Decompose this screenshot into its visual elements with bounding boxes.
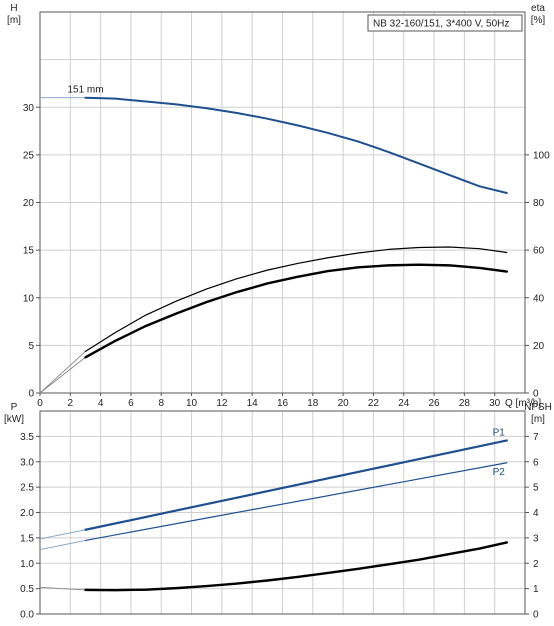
right-axis: 0 20 40 60 80 100 eta[%] [525,3,550,400]
left-axis: 0 5 10 15 20 25 30 H[m] [7,3,40,400]
series-line [84,541,509,592]
right-axis-tick-label: 3 [533,533,539,544]
series-extension-line [39,350,86,394]
series-line [84,439,508,531]
series-curve-0-1 [39,246,508,394]
right-axis-tick-label: 5 [533,483,539,494]
x-axis-tick-label: 12 [216,398,228,409]
grid-lines [39,11,526,394]
series-p2: P2 [39,462,508,550]
series-151-mm: 151 mm [40,85,508,194]
left-axis-tick-label: 2.5 [20,483,34,494]
x-axis-tick-label: 16 [277,398,289,409]
right-axis-tick-label: 4 [533,508,539,519]
right-axis-tick-label: 0 [533,610,539,621]
left-axis-tick-label: 0 [28,389,34,400]
right-axis-tick-label: 2 [533,559,539,570]
legend-text: NB 32-160/151, 3*400 V, 50Hz [373,19,509,30]
right-axis-tick-label: 6 [533,457,539,468]
left-axis-tick-label: 0.0 [20,610,34,621]
legend-frame [367,14,523,32]
left-axis-label: P [11,402,18,413]
left-axis-tick-label: 3.5 [20,432,34,443]
left-axis-tick-label: 1.5 [20,533,34,544]
x-axis-tick-label: 2 [68,398,74,409]
left-axis-tick-label: 20 [23,198,35,209]
right-axis-unit: [%] [531,15,546,26]
series-label: P2 [493,467,506,478]
series-line [84,263,509,359]
x-axis-tick-label: 18 [307,398,319,409]
right-axis-label: eta [531,3,545,14]
x-axis-tick-label: 14 [247,398,259,409]
x-axis-label: Q [m³/h] [505,398,541,409]
series-line [84,246,508,352]
right-axis-tick-label: 1 [533,584,539,595]
series-extension-line [39,586,86,591]
x-axis-tick-label: 8 [158,398,164,409]
x-axis-tick-label: 20 [338,398,350,409]
x-axis-tick-label: 10 [186,398,198,409]
right-axis-tick-label: 40 [533,293,545,304]
right-axis-tick-label: 20 [533,341,545,352]
series-extension-line [39,529,86,540]
x-axis-tick-label: 4 [98,398,104,409]
series-p1: P1 [39,427,508,540]
x-axis-tick-label: 0 [37,398,43,409]
grid-lines [39,410,526,615]
left-axis-unit: [m] [7,15,21,26]
left-axis-tick-label: 5 [28,341,34,352]
left-axis-tick-label: 0.5 [20,584,34,595]
x-axis-tick-label: 30 [489,398,501,409]
power-npsh-panel: 0.0 0.5 1.0 1.5 2.0 2.5 3.0 3.5 P[kW] 0 1 2 3 4 5 6 7 NPS… [4,402,552,621]
series-extension-line [39,539,86,550]
right-axis-tick-label: 0 [533,389,539,400]
series-curve-1-2 [39,541,509,592]
left-axis-tick-label: 30 [23,103,35,114]
right-axis-tick-label: 60 [533,246,545,257]
x-axis: 0 2 4 6 8 10 12 14 16 18 20 22 24 26 28 30 Q [m³/h] [37,393,541,409]
right-axis-tick-label: 80 [533,198,545,209]
x-axis-tick-label: 6 [128,398,134,409]
left-axis-tick-label: 2.0 [20,508,34,519]
left-axis-tick-label: 3.0 [20,457,34,468]
right-axis-unit: [m] [531,414,545,425]
x-axis-tick-label: 22 [368,398,380,409]
series-label: 151 mm [67,85,103,96]
legend-box: NB 32-160/151, 3*400 V, 50Hz [367,14,523,32]
right-axis: 0 1 2 3 4 5 6 7 NPSH[m] [524,402,552,621]
series-line [84,462,508,542]
series-line [84,96,508,194]
series-label: P1 [493,427,506,438]
left-axis: 0.0 0.5 1.0 1.5 2.0 2.5 3.0 3.5 P[kW] [4,402,40,621]
series-extension-line [39,356,86,394]
left-axis-tick-label: 1.0 [20,559,34,570]
x-axis-tick-label: 24 [398,398,410,409]
series-curve-0-2 [39,263,509,394]
left-axis-label: H [10,3,17,14]
x-axis-tick-label: 28 [459,398,471,409]
right-axis-tick-label: 7 [533,432,539,443]
x-axis-tick-label: 26 [429,398,441,409]
left-axis-tick-label: 25 [23,150,35,161]
left-axis-tick-label: 15 [23,246,35,257]
right-axis-label: NPSH [524,402,552,413]
left-axis-tick-label: 10 [23,293,35,304]
left-axis-unit: [kW] [4,414,24,425]
right-axis-tick-label: 100 [533,150,550,161]
